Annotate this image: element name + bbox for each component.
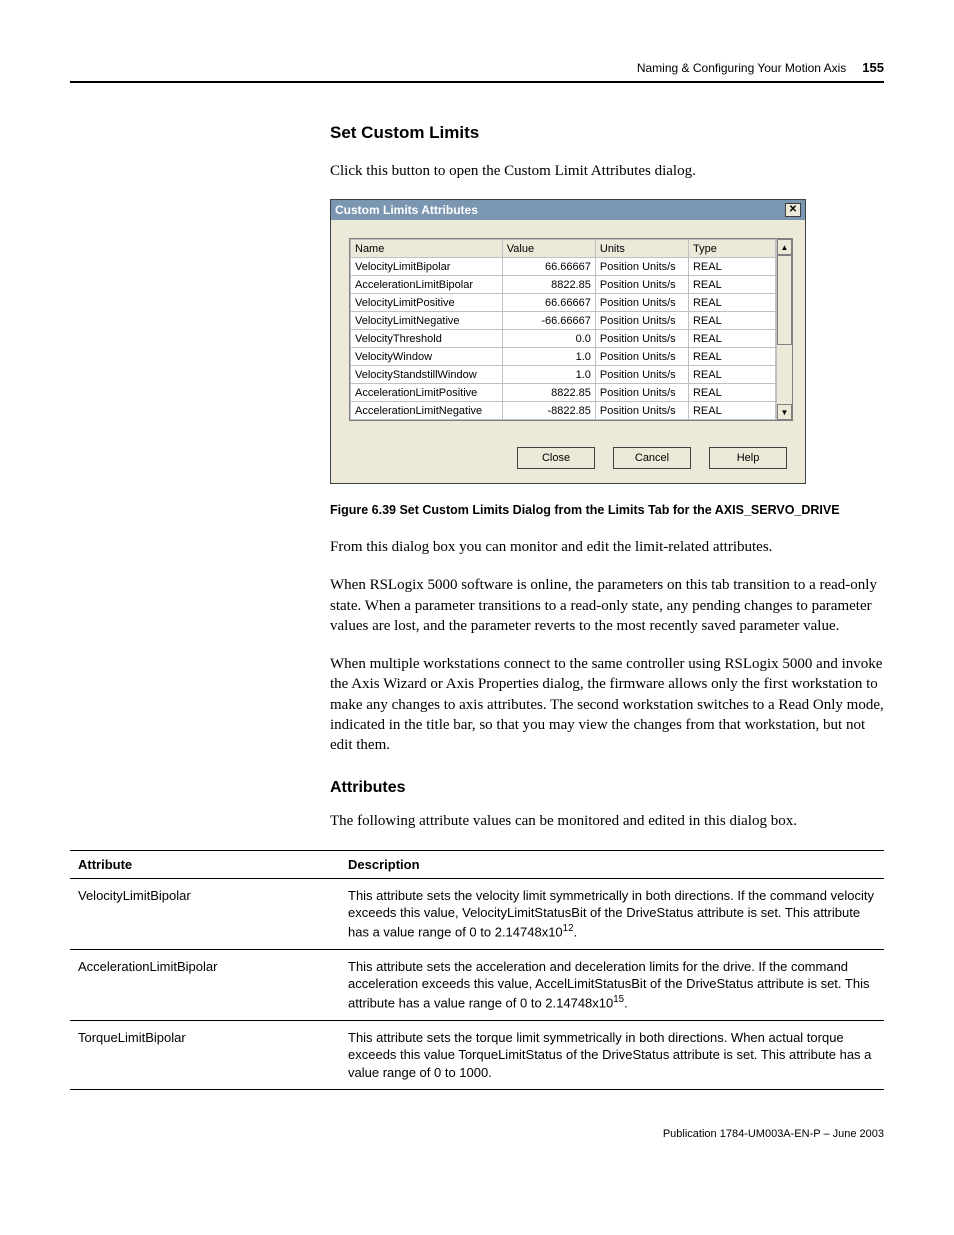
grid-row[interactable]: VelocityLimitNegative-66.66667Position U… — [351, 312, 776, 330]
grid-row[interactable]: VelocityLimitPositive66.66667Position Un… — [351, 294, 776, 312]
header-section: Naming & Configuring Your Motion Axis — [637, 61, 846, 75]
grid-cell-name[interactable]: VelocityLimitNegative — [351, 312, 503, 330]
section-heading: Set Custom Limits — [330, 123, 884, 143]
grid-cell-type[interactable]: REAL — [688, 348, 775, 366]
grid-cell-type[interactable]: REAL — [688, 402, 775, 420]
header-page-number: 155 — [862, 60, 884, 75]
grid-cell-type[interactable]: REAL — [688, 312, 775, 330]
grid-cell-value[interactable]: -8822.85 — [502, 402, 595, 420]
attr-header-attribute: Attribute — [70, 850, 340, 878]
grid-cell-value[interactable]: 1.0 — [502, 366, 595, 384]
grid-cell-units[interactable]: Position Units/s — [595, 402, 688, 420]
attributes-intro: The following attribute values can be mo… — [330, 811, 884, 831]
grid-cell-units[interactable]: Position Units/s — [595, 312, 688, 330]
grid-cell-units[interactable]: Position Units/s — [595, 384, 688, 402]
grid-header-value[interactable]: Value — [502, 240, 595, 258]
grid-cell-type[interactable]: REAL — [688, 330, 775, 348]
grid-cell-name[interactable]: VelocityWindow — [351, 348, 503, 366]
scroll-track[interactable] — [777, 255, 792, 404]
grid-cell-value[interactable]: 1.0 — [502, 348, 595, 366]
grid-header-type[interactable]: Type — [688, 240, 775, 258]
dialog-titlebar: Custom Limits Attributes ✕ — [331, 200, 805, 220]
grid-cell-type[interactable]: REAL — [688, 258, 775, 276]
grid-cell-units[interactable]: Position Units/s — [595, 294, 688, 312]
attributes-grid[interactable]: Name Value Units Type VelocityLimitBipol… — [350, 239, 776, 420]
grid-cell-name[interactable]: VelocityThreshold — [351, 330, 503, 348]
grid-cell-value[interactable]: 66.66667 — [502, 294, 595, 312]
dialog-title: Custom Limits Attributes — [335, 203, 478, 217]
scroll-thumb[interactable] — [777, 255, 792, 345]
help-button[interactable]: Help — [709, 447, 787, 469]
publication-footer: Publication 1784-UM003A-EN-P – June 2003 — [70, 1128, 884, 1140]
attr-desc-cell: This attribute sets the torque limit sym… — [340, 1020, 884, 1090]
grid-row[interactable]: VelocityLimitBipolar66.66667Position Uni… — [351, 258, 776, 276]
attr-name-cell: VelocityLimitBipolar — [70, 878, 340, 949]
grid-cell-value[interactable]: 0.0 — [502, 330, 595, 348]
attr-name-cell: AccelerationLimitBipolar — [70, 949, 340, 1020]
attributes-table: Attribute Description VelocityLimitBipol… — [70, 850, 884, 1091]
grid-cell-name[interactable]: AccelerationLimitPositive — [351, 384, 503, 402]
grid-cell-name[interactable]: VelocityLimitBipolar — [351, 258, 503, 276]
grid-cell-type[interactable]: REAL — [688, 294, 775, 312]
grid-scrollbar[interactable]: ▲ ▼ — [776, 239, 792, 420]
grid-row[interactable]: AccelerationLimitBipolar8822.85Position … — [351, 276, 776, 294]
paragraph-1: From this dialog box you can monitor and… — [330, 537, 884, 557]
grid-cell-name[interactable]: VelocityLimitPositive — [351, 294, 503, 312]
attr-desc-cell: This attribute sets the velocity limit s… — [340, 878, 884, 949]
grid-cell-name[interactable]: AccelerationLimitNegative — [351, 402, 503, 420]
grid-cell-value[interactable]: 8822.85 — [502, 384, 595, 402]
grid-cell-units[interactable]: Position Units/s — [595, 330, 688, 348]
attr-name-cell: TorqueLimitBipolar — [70, 1020, 340, 1090]
grid-row[interactable]: VelocityStandstillWindow1.0Position Unit… — [351, 366, 776, 384]
grid-cell-units[interactable]: Position Units/s — [595, 348, 688, 366]
grid-cell-value[interactable]: 8822.85 — [502, 276, 595, 294]
grid-cell-units[interactable]: Position Units/s — [595, 366, 688, 384]
grid-cell-value[interactable]: -66.66667 — [502, 312, 595, 330]
attr-row: AccelerationLimitBipolarThis attribute s… — [70, 949, 884, 1020]
attr-row: VelocityLimitBipolarThis attribute sets … — [70, 878, 884, 949]
grid-cell-type[interactable]: REAL — [688, 276, 775, 294]
grid-header-units[interactable]: Units — [595, 240, 688, 258]
grid-cell-type[interactable]: REAL — [688, 384, 775, 402]
scroll-down-icon[interactable]: ▼ — [777, 404, 792, 420]
grid-row[interactable]: VelocityWindow1.0Position Units/sREAL — [351, 348, 776, 366]
grid-row[interactable]: AccelerationLimitPositive8822.85Position… — [351, 384, 776, 402]
custom-limits-dialog: Custom Limits Attributes ✕ Name — [330, 199, 806, 484]
attr-row: TorqueLimitBipolarThis attribute sets th… — [70, 1020, 884, 1090]
close-icon[interactable]: ✕ — [785, 203, 801, 217]
grid-cell-name[interactable]: AccelerationLimitBipolar — [351, 276, 503, 294]
paragraph-2: When RSLogix 5000 software is online, th… — [330, 575, 884, 636]
figure-caption: Figure 6.39 Set Custom Limits Dialog fro… — [330, 502, 884, 519]
running-header: Naming & Configuring Your Motion Axis 15… — [70, 60, 884, 83]
grid-cell-units[interactable]: Position Units/s — [595, 258, 688, 276]
attributes-heading: Attributes — [330, 779, 884, 797]
intro-paragraph: Click this button to open the Custom Lim… — [330, 161, 884, 181]
grid-cell-value[interactable]: 66.66667 — [502, 258, 595, 276]
attr-header-description: Description — [340, 850, 884, 878]
grid-cell-units[interactable]: Position Units/s — [595, 276, 688, 294]
cancel-button[interactable]: Cancel — [613, 447, 691, 469]
attr-desc-cell: This attribute sets the acceleration and… — [340, 949, 884, 1020]
close-button[interactable]: Close — [517, 447, 595, 469]
scroll-up-icon[interactable]: ▲ — [777, 239, 792, 255]
paragraph-3: When multiple workstations connect to th… — [330, 654, 884, 755]
grid-row[interactable]: AccelerationLimitNegative-8822.85Positio… — [351, 402, 776, 420]
grid-row[interactable]: VelocityThreshold0.0Position Units/sREAL — [351, 330, 776, 348]
grid-cell-name[interactable]: VelocityStandstillWindow — [351, 366, 503, 384]
grid-header-name[interactable]: Name — [351, 240, 503, 258]
grid-cell-type[interactable]: REAL — [688, 366, 775, 384]
